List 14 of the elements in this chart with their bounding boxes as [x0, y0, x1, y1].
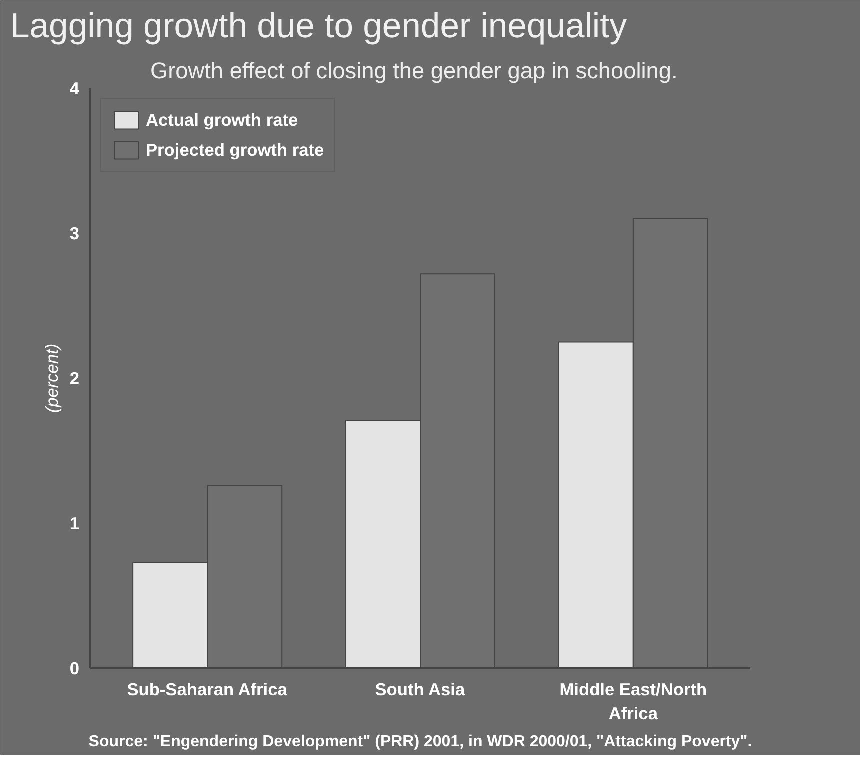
legend-label: Projected growth rate: [146, 140, 324, 160]
x-tick-label: South Asia: [375, 680, 466, 700]
y-tick-label: 1: [70, 514, 80, 534]
chart-subtitle: Growth effect of closing the gender gap in schooling.: [150, 58, 678, 84]
legend-label: Actual growth rate: [146, 110, 298, 130]
chart-title: Lagging growth due to gender inequality: [10, 8, 628, 46]
x-tick-label: Sub-Saharan Africa: [127, 680, 288, 700]
y-tick-label: 3: [70, 224, 80, 244]
source-note: Source: "Engendering Development" (PRR) 2001, in WDR 2000/01, "Attacking Poverty".: [88, 734, 752, 750]
y-axis-title: (percent): [42, 344, 62, 414]
y-tick-label: 2: [70, 368, 80, 388]
y-tick-label: 4: [70, 78, 80, 98]
x-tick-label: Middle East/North Africa: [560, 680, 708, 724]
y-tick-label: 0: [70, 658, 80, 678]
